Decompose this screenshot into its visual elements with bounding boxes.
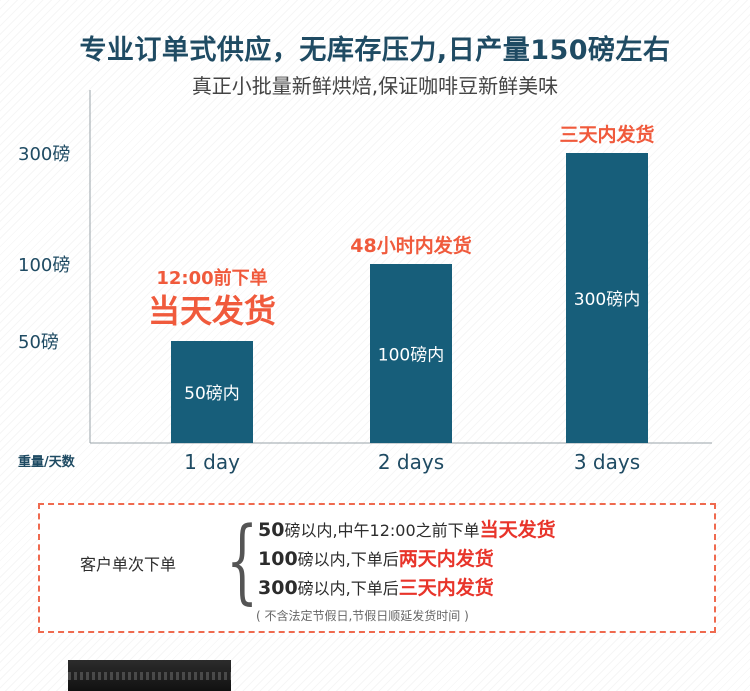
y-tick-label: 50磅 <box>18 332 59 353</box>
x-tick-label: 2 days <box>378 450 444 474</box>
rule-quantity: 100 <box>258 548 298 570</box>
y-axis-label: 重量/天数 <box>18 454 76 470</box>
bar <box>370 264 452 443</box>
rule-text: 磅以内,下单后 <box>297 550 399 569</box>
y-tick-label: 100磅 <box>18 255 70 276</box>
bar-label: 100磅内 <box>378 346 444 366</box>
y-tick-label: 300磅 <box>18 144 70 165</box>
order-rule-row: 50磅以内,中午12:00之前下单当天发货 <box>258 515 556 542</box>
order-info-box: 客户单次下单 { 50磅以内,中午12:00之前下单当天发货 100磅以内,下单… <box>38 503 716 633</box>
x-tick-label: 1 day <box>184 450 240 474</box>
order-rule-row: 300磅以内,下单后三天内发货 <box>258 573 494 600</box>
rule-emphasis: 两天内发货 <box>398 548 494 570</box>
order-info-label: 客户单次下单 <box>80 555 177 574</box>
rule-emphasis: 三天内发货 <box>398 577 494 599</box>
bar <box>171 341 253 443</box>
holiday-note: ( 不含法定节假日,节假日顺延发货时间 ) <box>256 609 469 623</box>
bar-annotation: 12:00前下单 <box>156 267 267 289</box>
bar-annotation: 48小时内发货 <box>350 234 471 257</box>
bar <box>566 153 648 443</box>
page-subtitle: 真正小批量新鲜烘焙,保证咖啡豆新鲜美味 <box>191 74 559 98</box>
brace-icon: { <box>226 507 259 614</box>
product-photo <box>68 660 231 691</box>
bar-annotation: 当天发货 <box>148 292 276 330</box>
product-photo-label <box>68 672 231 680</box>
rule-quantity: 50 <box>258 519 285 541</box>
rule-text: 磅以内,下单后 <box>297 579 399 598</box>
rule-emphasis: 当天发货 <box>479 519 556 541</box>
x-tick-label: 3 days <box>574 450 640 474</box>
bar-annotation: 三天内发货 <box>559 123 654 146</box>
bar-label: 300磅内 <box>574 290 640 310</box>
page-title: 专业订单式供应，无库存压力,日产量150磅左右 <box>79 35 671 66</box>
rule-quantity: 300 <box>258 577 298 599</box>
rule-text: 磅以内,中午12:00之前下单 <box>284 521 480 540</box>
bar-label: 50磅内 <box>184 384 240 404</box>
order-rule-row: 100磅以内,下单后两天内发货 <box>258 544 494 571</box>
